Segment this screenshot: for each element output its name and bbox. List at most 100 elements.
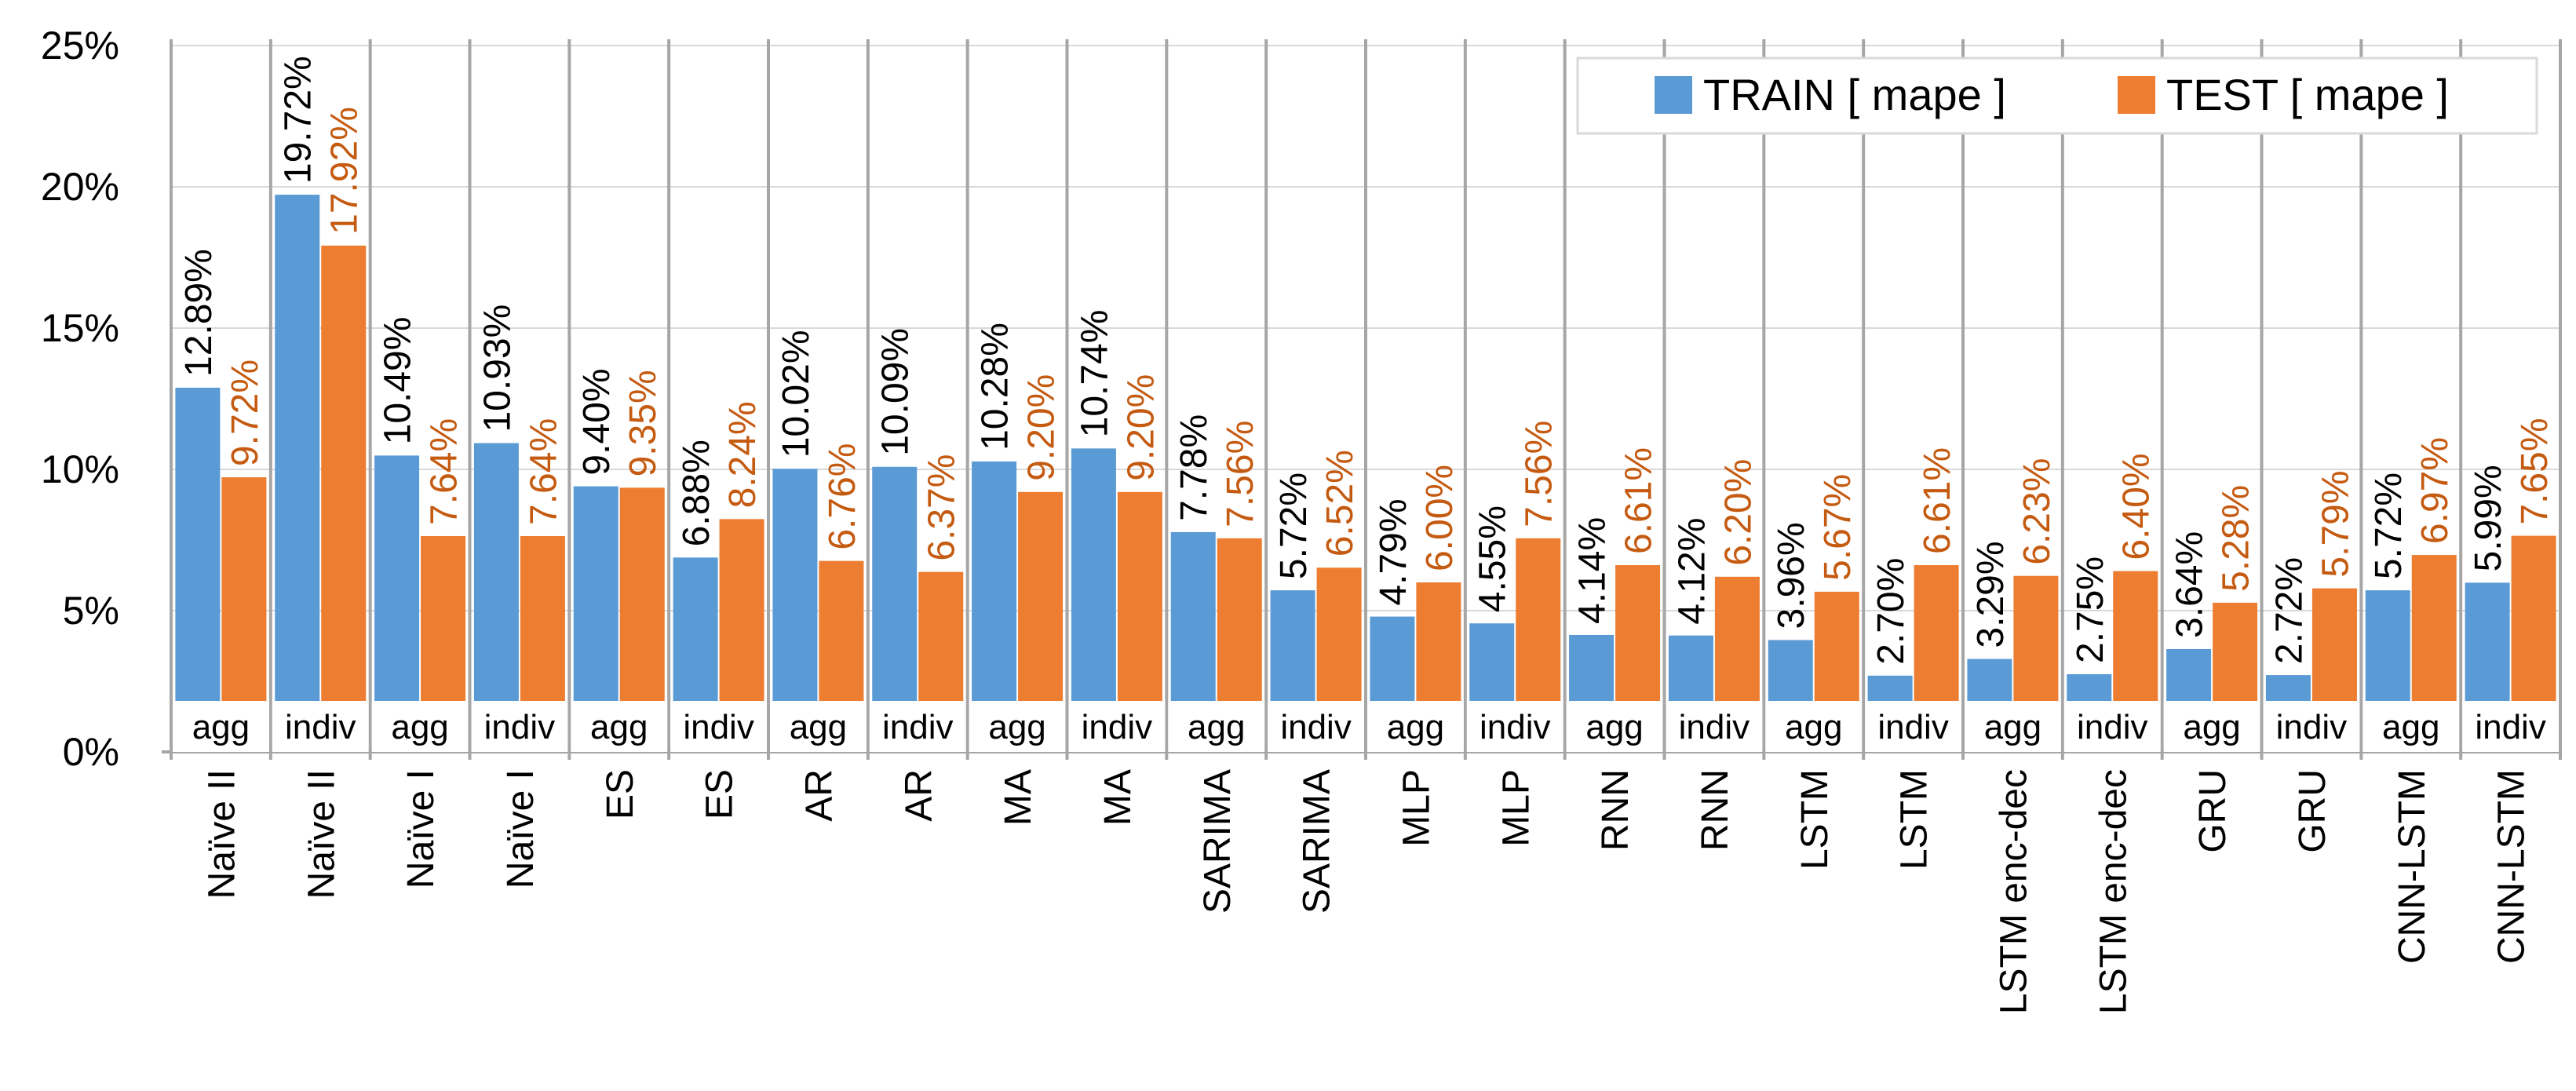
group-label: agg — [1387, 708, 1444, 746]
test-value-label: 7.56% — [1519, 421, 1560, 527]
group-label: agg — [988, 708, 1045, 746]
group-label: indiv — [683, 708, 754, 746]
x-tick-label: LSTM enc-dec — [2093, 769, 2134, 1014]
group-label-background — [1666, 701, 1763, 752]
test-value-label: 7.65% — [2514, 418, 2556, 524]
x-tick-label: Naïve I — [500, 769, 542, 888]
group-label-background — [1765, 701, 1863, 752]
test-value-label: 6.23% — [2016, 458, 2058, 565]
group-label: agg — [2382, 708, 2439, 746]
train-value-label: 3.96% — [1771, 522, 1812, 629]
legend-label-test: TEST [ mape ] — [2166, 70, 2449, 119]
x-tick-label: SARIMA — [1297, 769, 1338, 914]
test-value-label: 6.37% — [921, 454, 963, 561]
test-value-label: 7.64% — [523, 418, 564, 525]
test-value-label: 6.76% — [822, 443, 863, 550]
train-value-label: 10.28% — [975, 323, 1016, 451]
group-label: indiv — [1280, 708, 1352, 746]
x-tick-label: Naïve I — [400, 769, 442, 888]
group-label: indiv — [2276, 708, 2348, 746]
x-tick-label: MA — [1097, 769, 1139, 826]
x-tick-label: CNN-LSTM — [2392, 769, 2433, 964]
test-value-label: 6.00% — [1419, 465, 1461, 571]
x-tick-label: MA — [998, 769, 1039, 826]
group-label: agg — [1984, 708, 2041, 746]
train-value-label: 12.89% — [178, 249, 220, 377]
group-label: agg — [590, 708, 648, 746]
group-label-background — [2063, 701, 2161, 752]
test-value-label: 17.92% — [324, 107, 366, 235]
legend-label-train: TRAIN [ mape ] — [1703, 70, 2006, 119]
x-tick-label: RNN — [1695, 769, 1736, 851]
group-label-background — [1268, 701, 1364, 752]
group-label: indiv — [2475, 708, 2546, 746]
train-value-label: 4.55% — [1472, 505, 1514, 612]
x-tick-label: MLP — [1396, 769, 1437, 847]
x-tick-label: AR — [898, 769, 940, 822]
y-tick-label: 10% — [41, 447, 119, 491]
train-value-label: 4.14% — [1572, 517, 1614, 624]
y-tick-label: 0% — [63, 730, 119, 774]
group-label: indiv — [1480, 708, 1551, 746]
group-label-background — [1865, 701, 1961, 752]
train-value-label: 2.75% — [2070, 556, 2111, 663]
x-tick-label: ES — [600, 769, 641, 819]
legend-box — [1576, 57, 2538, 135]
train-bar — [473, 443, 519, 752]
group-label: agg — [2183, 708, 2240, 746]
group-label: indiv — [882, 708, 954, 746]
group-label-background — [670, 701, 767, 752]
group-label-background — [2363, 701, 2460, 752]
train-bar — [275, 195, 320, 752]
group-label: indiv — [285, 708, 356, 746]
test-value-label: 7.56% — [1220, 421, 1261, 527]
y-tick-label: 5% — [63, 589, 119, 633]
group-label: indiv — [484, 708, 556, 746]
test-value-label: 5.28% — [2216, 485, 2257, 592]
x-tick-label: RNN — [1595, 769, 1636, 851]
test-value-label: 6.61% — [1917, 447, 1958, 554]
group-label-background — [2263, 701, 2360, 752]
x-tick-label: Naïve II — [201, 769, 243, 899]
test-value-label: 6.97% — [2414, 437, 2456, 544]
group-label-background — [1367, 701, 1464, 752]
train-value-label: 19.72% — [278, 56, 319, 184]
group-label: agg — [1188, 708, 1245, 746]
train-value-label: 7.78% — [1173, 414, 1215, 521]
train-value-label: 5.99% — [2468, 465, 2509, 571]
test-value-label: 6.40% — [2116, 453, 2158, 560]
train-value-label: 10.49% — [378, 317, 419, 445]
train-value-label: 9.40% — [576, 368, 618, 475]
legend-swatch-train — [1655, 76, 1692, 114]
train-value-label: 3.29% — [1970, 541, 2012, 648]
x-tick-label: LSTM enc-dec — [1993, 769, 2034, 1014]
group-label-background — [1965, 701, 2061, 752]
y-tick-label: 25% — [41, 24, 119, 68]
test-value-label: 5.79% — [2315, 470, 2356, 577]
train-bar — [175, 387, 221, 752]
x-axis-labels: Naïve II Naïve II Naïve I Naïve I ES ES AR AR MA… — [201, 769, 2532, 1014]
group-label: agg — [790, 708, 847, 746]
test-value-label: 6.61% — [1618, 447, 1660, 554]
group-label: agg — [1785, 708, 1842, 746]
group-label: indiv — [1082, 708, 1153, 746]
train-value-label: 2.70% — [1870, 558, 1912, 665]
test-value-label: 7.64% — [424, 418, 465, 525]
group-label-background — [1466, 701, 1563, 752]
group-label-background — [969, 701, 1066, 752]
x-tick-label: ES — [699, 769, 741, 819]
group-label-background — [2462, 701, 2559, 752]
test-value-label: 9.72% — [224, 359, 266, 466]
y-tick-label: 15% — [41, 306, 119, 350]
group-label-strip: agg indiv agg indiv agg indiv agg indiv agg indiv… — [173, 701, 2559, 752]
test-value-label: 6.52% — [1319, 450, 1361, 556]
test-value-label: 5.67% — [1817, 474, 1859, 581]
legend-swatch-test — [2118, 76, 2155, 114]
group-label-background — [272, 701, 369, 752]
train-value-label: 6.88% — [676, 440, 717, 546]
group-label-background — [1068, 701, 1166, 752]
group-label-background — [471, 701, 568, 752]
test-value-label: 9.20% — [1021, 374, 1063, 481]
test-value-label: 9.35% — [622, 370, 664, 476]
group-label: agg — [391, 708, 448, 746]
